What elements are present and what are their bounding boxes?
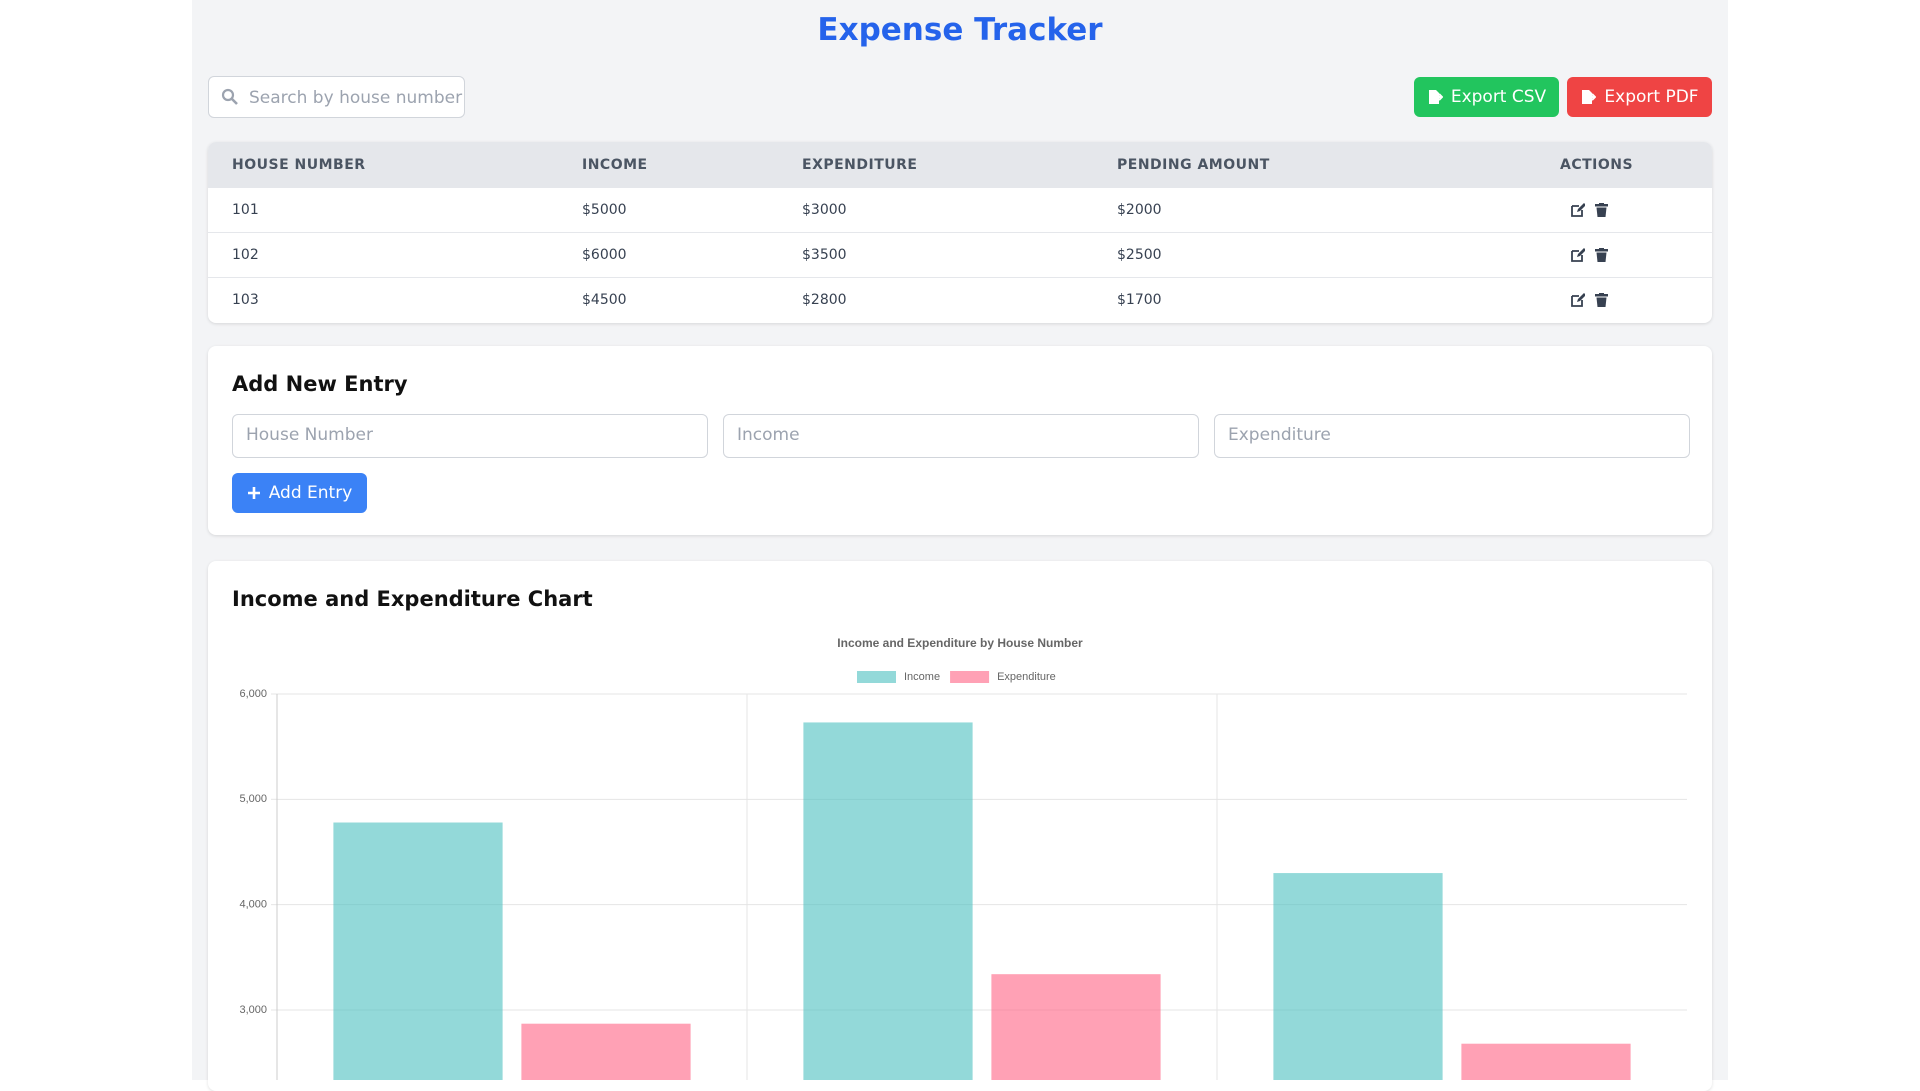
chart: Income and Expenditure by House Number 3… xyxy=(239,636,1687,1080)
file-icon xyxy=(1582,90,1597,104)
edit-icon[interactable] xyxy=(1571,248,1585,262)
table-cell: $6000 xyxy=(582,247,627,263)
button-label: Add Entry xyxy=(268,483,353,503)
table-cell: 102 xyxy=(232,247,259,263)
bar xyxy=(1273,873,1443,1080)
data-table: HOUSE NUMBER INCOME EXPENDITURE PENDING … xyxy=(208,142,1712,323)
row-actions xyxy=(1571,248,1608,262)
chart-card: Income and Expenditure Chart Income and … xyxy=(208,561,1712,1091)
table-cell: $2800 xyxy=(802,292,847,308)
table-cell: $3000 xyxy=(802,202,847,218)
table-cell: $2000 xyxy=(1117,202,1162,218)
placeholder: Income xyxy=(737,425,800,445)
table-header: HOUSE NUMBER INCOME EXPENDITURE PENDING … xyxy=(208,142,1712,187)
table-cell: 101 xyxy=(232,202,259,218)
bar xyxy=(803,722,973,1080)
placeholder: House Number xyxy=(246,425,373,445)
row-actions xyxy=(1571,203,1608,217)
y-tick-label: 4,000 xyxy=(239,899,267,911)
search-input[interactable]: Search by house number xyxy=(208,76,465,118)
card-title: Add New Entry xyxy=(232,372,408,396)
export-csv-button[interactable]: Export CSV xyxy=(1414,77,1559,117)
search-icon xyxy=(221,88,238,105)
table-cell: 103 xyxy=(232,292,259,308)
file-icon xyxy=(1428,90,1443,104)
y-tick-label: 5,000 xyxy=(239,793,267,805)
expenditure-input[interactable]: Expenditure xyxy=(1214,414,1690,458)
table-row: 101 $5000 $3000 $2000 xyxy=(208,187,1712,233)
delete-icon[interactable] xyxy=(1595,248,1608,262)
table-cell: $2500 xyxy=(1117,247,1162,263)
button-label: Export CSV xyxy=(1450,87,1547,107)
chart-title: Income and Expenditure by House Number xyxy=(837,636,1083,650)
page-title: Expense Tracker xyxy=(817,12,1103,48)
legend-swatch xyxy=(950,671,990,683)
legend-label: Expenditure xyxy=(997,671,1056,683)
export-pdf-button[interactable]: Export PDF xyxy=(1567,77,1712,117)
plus-icon xyxy=(247,487,260,499)
column-header: INCOME xyxy=(582,157,648,173)
column-header: PENDING AMOUNT xyxy=(1117,157,1270,173)
card-title: Income and Expenditure Chart xyxy=(232,587,593,611)
house-number-input[interactable]: House Number xyxy=(232,414,708,458)
delete-icon[interactable] xyxy=(1595,293,1608,307)
bar xyxy=(991,974,1161,1080)
bar xyxy=(333,822,503,1080)
table-cell: $5000 xyxy=(582,202,627,218)
row-actions xyxy=(1571,293,1608,307)
legend-swatch xyxy=(857,671,896,683)
add-entry-button[interactable]: Add Entry xyxy=(232,473,367,513)
delete-icon[interactable] xyxy=(1595,203,1608,217)
table-cell: $4500 xyxy=(582,292,627,308)
table-cell: $1700 xyxy=(1117,292,1162,308)
table-cell: $3500 xyxy=(802,247,847,263)
add-entry-card: Add New Entry House Number Income Expend… xyxy=(208,346,1712,535)
button-label: Export PDF xyxy=(1604,87,1699,107)
edit-icon[interactable] xyxy=(1571,293,1585,307)
search-placeholder: Search by house number xyxy=(249,88,463,108)
placeholder: Expenditure xyxy=(1228,425,1331,445)
column-header: HOUSE NUMBER xyxy=(232,157,366,173)
income-input[interactable]: Income xyxy=(723,414,1199,458)
column-header: EXPENDITURE xyxy=(802,157,918,173)
legend-label: Income xyxy=(904,671,940,683)
app: Expense Tracker Search by house number E… xyxy=(192,0,1728,1091)
bar xyxy=(521,1023,691,1080)
edit-icon[interactable] xyxy=(1571,203,1585,217)
bar xyxy=(1461,1043,1631,1080)
table-row: 102 $6000 $3500 $2500 xyxy=(208,232,1712,278)
y-tick-label: 3,000 xyxy=(239,1004,267,1016)
table-row: 103 $4500 $2800 $1700 xyxy=(208,277,1712,323)
y-tick-label: 6,000 xyxy=(239,688,267,700)
column-header: ACTIONS xyxy=(1560,157,1634,173)
